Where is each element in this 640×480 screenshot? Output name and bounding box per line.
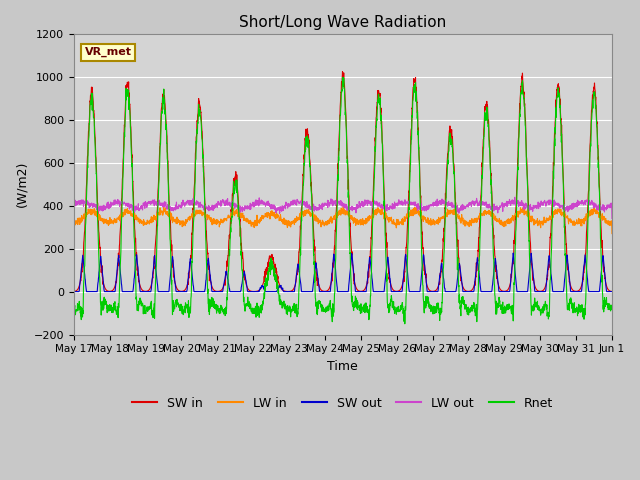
- Line: LW out: LW out: [74, 197, 612, 218]
- Rnet: [500, 305, 508, 311]
- Line: LW in: LW in: [74, 206, 612, 234]
- LW out: [576, 201, 584, 207]
- SW in: [371, 162, 378, 168]
- Title: Short/Long Wave Radiation: Short/Long Wave Radiation: [239, 15, 447, 30]
- LW in: [371, 207, 378, 213]
- SW out: [370, 288, 378, 294]
- LW in: [608, 231, 616, 237]
- SW in: [250, 288, 258, 294]
- SW in: [608, 288, 616, 294]
- LW out: [499, 201, 507, 206]
- X-axis label: Time: Time: [328, 360, 358, 373]
- SW in: [561, 214, 569, 219]
- SW in: [70, 288, 77, 294]
- LW out: [561, 206, 568, 212]
- LW in: [561, 210, 568, 216]
- SW out: [358, 288, 366, 294]
- Rnet: [371, 176, 378, 182]
- Line: Rnet: Rnet: [74, 77, 612, 324]
- SW out: [561, 276, 568, 282]
- SW out: [220, 282, 228, 288]
- Rnet: [358, 305, 366, 311]
- LW in: [220, 218, 228, 224]
- LW out: [220, 198, 228, 204]
- SW out: [608, 288, 616, 294]
- LW out: [70, 202, 77, 207]
- Line: SW out: SW out: [74, 253, 612, 291]
- LW in: [160, 203, 168, 209]
- SW in: [500, 288, 508, 294]
- LW out: [608, 216, 616, 221]
- LW in: [358, 218, 366, 224]
- Rnet: [339, 74, 347, 80]
- Rnet: [220, 307, 228, 313]
- Rnet: [561, 234, 569, 240]
- LW in: [70, 222, 77, 228]
- LW out: [370, 198, 378, 204]
- SW in: [576, 287, 584, 292]
- LW out: [511, 194, 518, 200]
- Legend: SW in, LW in, SW out, LW out, Rnet: SW in, LW in, SW out, LW out, Rnet: [127, 392, 558, 415]
- Rnet: [401, 321, 408, 327]
- SW out: [70, 288, 77, 294]
- LW in: [576, 219, 584, 225]
- SW in: [339, 69, 346, 74]
- Rnet: [608, 304, 616, 310]
- SW out: [576, 288, 584, 294]
- SW in: [359, 288, 367, 294]
- Text: VR_met: VR_met: [84, 47, 132, 57]
- SW out: [509, 250, 517, 256]
- SW in: [220, 283, 228, 288]
- LW in: [499, 221, 507, 227]
- SW out: [499, 288, 507, 294]
- Rnet: [70, 309, 77, 314]
- Line: SW in: SW in: [74, 72, 612, 291]
- Y-axis label: (W/m2): (W/m2): [15, 161, 28, 207]
- LW out: [358, 203, 366, 209]
- Rnet: [576, 306, 584, 312]
